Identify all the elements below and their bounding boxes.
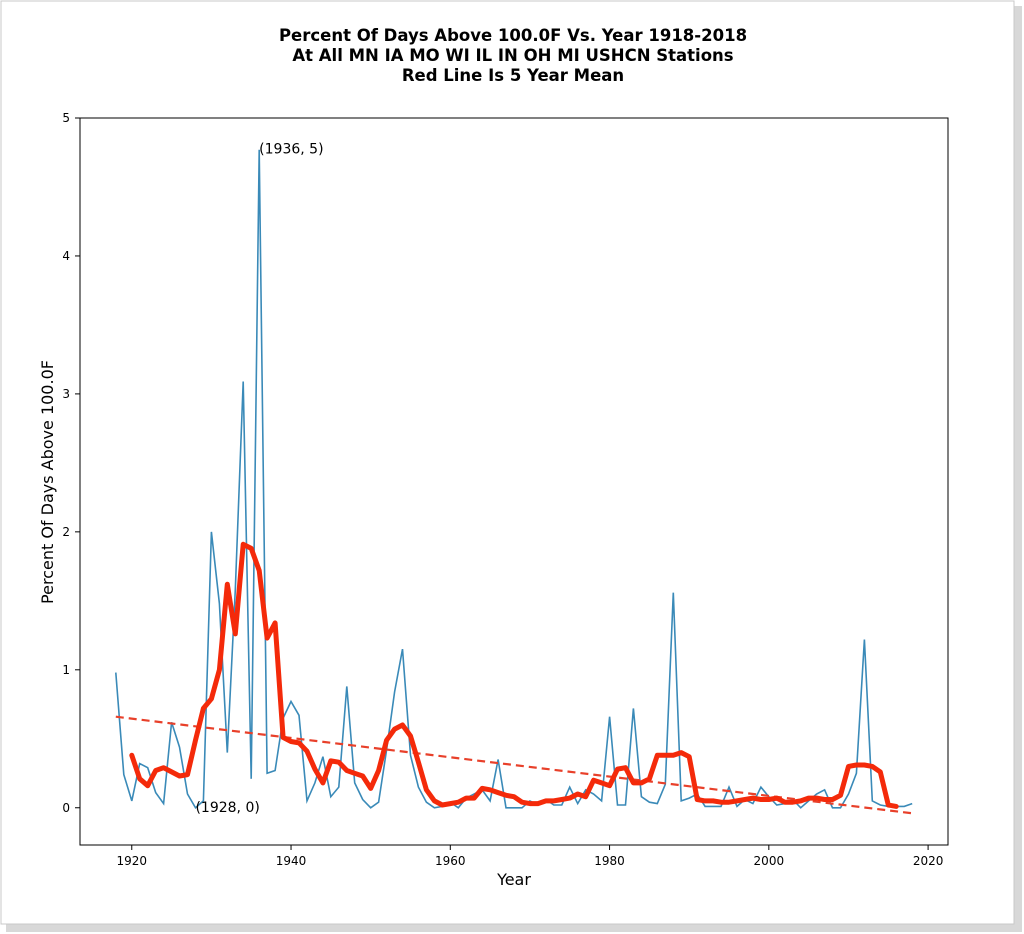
y-axis-label: Percent Of Days Above 100.0F [38,360,57,604]
x-tick-label: 1980 [594,854,625,868]
y-axis-ticks: 0 1 2 3 4 5 [62,111,80,815]
x-tick-label: 1920 [116,854,147,868]
chart-title-line-3: Red Line Is 5 Year Mean [402,66,624,85]
annual-percent-line [115,149,913,810]
plot-area: 1920 1940 1960 1980 2000 2020 0 1 2 3 4 5 (1936, 5… [62,111,949,868]
x-axis-ticks: 1920 1940 1960 1980 2000 2020 [116,845,943,868]
plot-border [79,117,949,846]
annotation-label: (1936, 5) [259,142,323,158]
y-tick-label: 5 [62,111,70,125]
chart-title-line-1: Percent Of Days Above 100.0F Vs. Year 19… [279,26,747,45]
y-tick-label: 4 [62,249,70,263]
x-axis-label: Year [496,870,531,889]
chart-title-line-2: At All MN IA MO WI IL IN OH MI USHCN Sta… [292,46,733,65]
x-tick-label: 2020 [913,854,944,868]
y-tick-label: 2 [62,525,70,539]
y-tick-label: 3 [62,387,70,401]
y-tick-label: 0 [62,801,70,815]
x-tick-label: 2000 [754,854,785,868]
x-tick-label: 1960 [435,854,466,868]
y-tick-label: 1 [62,663,70,677]
x-tick-label: 1940 [276,854,307,868]
annotation-label: (1928, 0) [195,800,259,816]
five-year-mean-line [129,541,899,809]
annotations: (1936, 5) (1928, 0) [195,142,323,816]
